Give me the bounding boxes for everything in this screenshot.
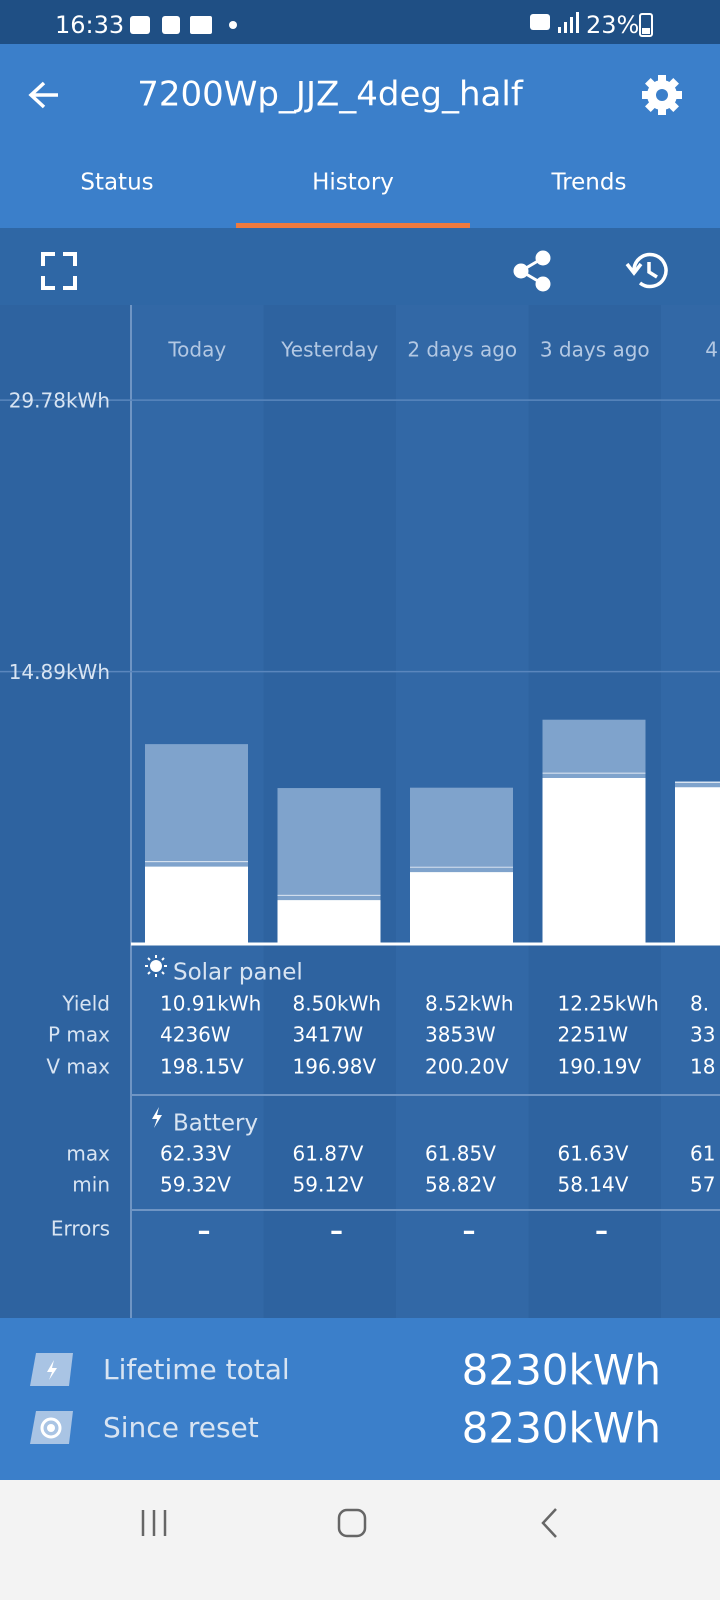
bar-segment — [145, 861, 248, 868]
section-title: Solar panel — [173, 960, 303, 986]
column-header: Yesterday — [280, 338, 378, 362]
row-label: max — [66, 1142, 110, 1166]
toolbar — [0, 228, 720, 305]
value-pmax: 2251W — [558, 1023, 629, 1047]
value-pmax: 33 — [690, 1023, 715, 1047]
value-min: 59.32V — [160, 1173, 231, 1197]
bar-segment — [145, 867, 248, 943]
errors-value: – — [595, 1217, 608, 1247]
value-max: 61.85V — [425, 1142, 496, 1166]
column-header: 2 days ago — [407, 338, 517, 362]
value-vmax: 190.19V — [558, 1055, 642, 1079]
row-label: Errors — [51, 1217, 110, 1241]
bar-segment — [542, 719, 646, 773]
value-min: 58.14V — [558, 1173, 629, 1197]
row-label: V max — [46, 1055, 110, 1079]
bar-segment — [675, 782, 720, 789]
bar-segment — [410, 866, 513, 873]
bolt-icon — [47, 1360, 57, 1380]
value-min: 59.12V — [293, 1173, 364, 1197]
home-button[interactable] — [337, 1508, 367, 1538]
row-label: P max — [48, 1023, 110, 1047]
value-max: 61.87V — [293, 1142, 364, 1166]
bar-segment — [410, 872, 513, 943]
history-button[interactable] — [625, 252, 668, 289]
share-button[interactable] — [513, 250, 551, 292]
column-header: 3 days ago — [540, 338, 650, 362]
sun-icon — [145, 955, 167, 977]
bar-segment — [277, 788, 381, 895]
status-icons — [130, 12, 653, 37]
back-nav-button[interactable] — [541, 1508, 557, 1538]
section-title: Battery — [173, 1111, 258, 1137]
value-yield: 10.91kWh — [160, 992, 261, 1016]
tab[interactable]: Status — [80, 170, 153, 196]
bar-segment — [277, 894, 381, 901]
value-yield: 8. — [690, 992, 709, 1016]
value-yield: 12.25kWh — [558, 992, 659, 1016]
value-vmax: 18 — [690, 1055, 715, 1079]
value-vmax: 200.20V — [425, 1055, 509, 1079]
y-tick-label: 29.78kWh — [9, 389, 110, 413]
summary-label: Lifetime total — [103, 1353, 290, 1386]
value-yield: 8.52kWh — [425, 992, 514, 1016]
battery-level: 23% — [586, 11, 639, 39]
value-max: 62.33V — [160, 1142, 231, 1166]
summary-value: 8230kWh — [462, 1346, 661, 1395]
value-pmax: 4236W — [160, 1023, 231, 1047]
tab-indicator — [236, 223, 470, 228]
bar-segment — [410, 787, 513, 867]
value-pmax: 3417W — [293, 1023, 364, 1047]
y-tick-label: 14.89kWh — [9, 660, 110, 684]
bar-segment — [675, 781, 720, 783]
reset-icon-dot — [47, 1424, 55, 1432]
nav-bar — [0, 1480, 720, 1600]
device-title: 7200Wp_JJZ_4deg_half — [137, 75, 524, 115]
column-header: Today — [167, 338, 226, 362]
value-max: 61.63V — [558, 1142, 629, 1166]
value-max: 61 — [690, 1142, 715, 1166]
summary-label: Since reset — [103, 1411, 259, 1444]
back-button[interactable] — [28, 81, 58, 109]
bar-segment — [145, 744, 248, 862]
value-vmax: 198.15V — [160, 1055, 244, 1079]
bolt-icon — [152, 1107, 162, 1128]
errors-value: – — [463, 1217, 476, 1247]
clock: 16:33 — [55, 11, 124, 39]
tab[interactable]: History — [312, 170, 394, 196]
app-bar — [0, 44, 720, 228]
errors-value: – — [198, 1217, 211, 1247]
fullscreen-button[interactable] — [41, 252, 77, 290]
row-label: Yield — [61, 992, 110, 1016]
value-pmax: 3853W — [425, 1023, 496, 1047]
reset-icon-ring — [40, 1417, 62, 1439]
column-header: 4 da — [705, 338, 720, 362]
bar-segment — [277, 900, 381, 943]
value-vmax: 196.98V — [293, 1055, 377, 1079]
summary-panel — [0, 1318, 720, 1480]
value-min: 57 — [690, 1173, 715, 1197]
bar-segment — [542, 772, 646, 779]
summary-value: 8230kWh — [462, 1404, 661, 1453]
bar-segment — [542, 778, 646, 943]
tab[interactable]: Trends — [551, 170, 627, 196]
recents-button[interactable] — [141, 1510, 167, 1536]
status-bar — [0, 0, 720, 44]
value-yield: 8.50kWh — [293, 992, 382, 1016]
value-min: 58.82V — [425, 1173, 496, 1197]
settings-button[interactable] — [642, 75, 682, 115]
errors-value: – — [330, 1217, 343, 1247]
row-label: min — [72, 1173, 110, 1197]
bar-segment — [675, 788, 720, 943]
